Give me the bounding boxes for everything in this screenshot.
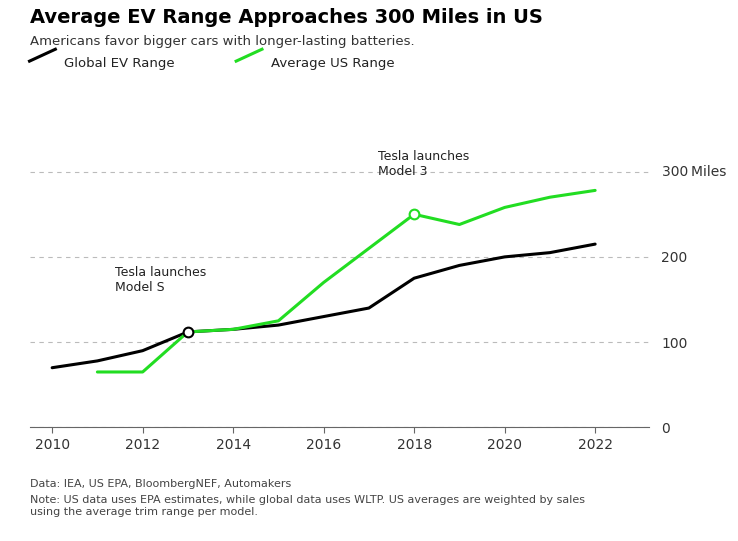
Text: 300 Miles: 300 Miles: [662, 164, 726, 179]
Text: Average EV Range Approaches 300 Miles in US: Average EV Range Approaches 300 Miles in…: [30, 8, 542, 27]
Text: Americans favor bigger cars with longer-lasting batteries.: Americans favor bigger cars with longer-…: [30, 35, 414, 48]
Text: Global EV Range: Global EV Range: [64, 57, 175, 70]
Text: Note: US data uses EPA estimates, while global data uses WLTP. US averages are w: Note: US data uses EPA estimates, while …: [30, 495, 584, 517]
Text: Average US Range: Average US Range: [271, 57, 395, 70]
Text: Tesla launches
Model S: Tesla launches Model S: [115, 266, 207, 294]
Text: Tesla launches
Model 3: Tesla launches Model 3: [378, 150, 469, 179]
Text: Data: IEA, US EPA, BloombergNEF, Automakers: Data: IEA, US EPA, BloombergNEF, Automak…: [30, 479, 291, 489]
